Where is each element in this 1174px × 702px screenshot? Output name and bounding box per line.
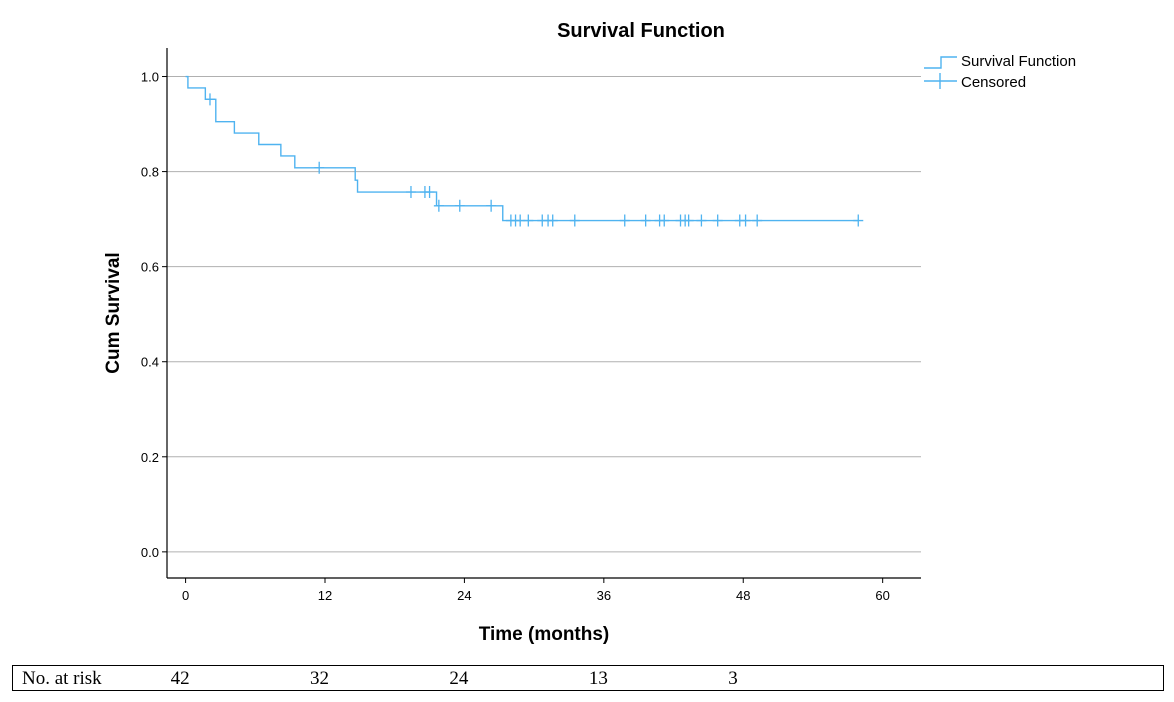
y-tick-label: 0.8 <box>141 165 159 180</box>
censored-mark <box>204 93 215 106</box>
risk-value-36: 13 <box>588 668 608 689</box>
risk-value-48: 3 <box>728 668 738 689</box>
x-tick-label: 48 <box>736 588 750 603</box>
y-tick-label: 0.6 <box>141 260 159 275</box>
y-tick-label: 1.0 <box>141 70 159 85</box>
axes <box>162 48 921 583</box>
y-tick-label: 0.0 <box>141 545 159 560</box>
y-tick-label: 0.2 <box>141 450 159 465</box>
censored-mark <box>314 161 325 174</box>
censored-mark <box>405 186 416 199</box>
censored-mark <box>683 214 694 227</box>
censored-mark <box>433 199 444 212</box>
risk-value-0: 42 <box>170 668 190 689</box>
censored-mark <box>740 214 751 227</box>
legend-plus-icon <box>924 73 957 89</box>
legend-step-icon <box>924 56 957 69</box>
censored-mark <box>696 214 707 227</box>
x-tick-label: 0 <box>182 588 189 603</box>
censored-mark <box>569 214 580 227</box>
censored-mark <box>853 214 864 227</box>
censored-mark <box>659 214 670 227</box>
censored-mark <box>640 214 651 227</box>
x-tick-label: 60 <box>875 588 889 603</box>
risk-table-label: No. at risk <box>22 668 102 689</box>
x-tick-label: 36 <box>597 588 611 603</box>
legend-item-censored: Censored <box>924 73 1026 91</box>
y-tick-label: 0.4 <box>141 355 159 370</box>
censored-mark <box>712 214 723 227</box>
x-tick-label: 12 <box>318 588 332 603</box>
x-axis-title: Time (months) <box>479 624 610 645</box>
x-tick-label: 24 <box>457 588 471 603</box>
legend: Survival Function Censored <box>924 53 1076 91</box>
censored-marks <box>204 93 864 227</box>
censored-mark <box>752 214 763 227</box>
gridlines <box>167 76 921 553</box>
legend-label-survival-function: Survival Function <box>961 53 1076 70</box>
legend-item-survival-function: Survival Function <box>924 53 1076 70</box>
survival-curve <box>185 75 859 222</box>
survival-curve-layer <box>185 75 859 222</box>
risk-value-12: 32 <box>310 668 329 689</box>
chart-title: Survival Function <box>557 20 725 42</box>
y-axis-title: Cum Survival <box>103 252 124 373</box>
censored-mark <box>454 199 465 212</box>
censored-mark <box>547 214 558 227</box>
censored-mark <box>523 214 534 227</box>
censored-mark <box>424 186 435 199</box>
risk-table: No. at risk 42 32 24 13 3 <box>12 665 1164 691</box>
legend-label-censored: Censored <box>961 74 1026 91</box>
tick-labels: 0.0 0.2 0.4 0.6 0.8 1.0 0 12 24 36 48 60 <box>141 70 890 603</box>
censored-mark <box>486 199 497 212</box>
censored-mark <box>619 214 630 227</box>
risk-value-24: 24 <box>449 668 469 689</box>
